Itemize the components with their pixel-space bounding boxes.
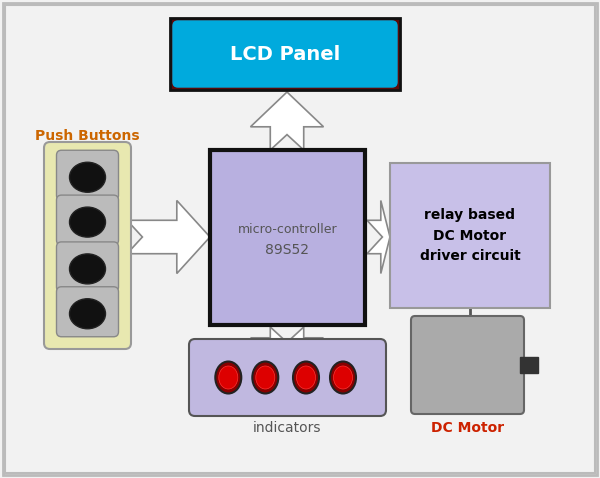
Polygon shape: [250, 92, 323, 150]
FancyBboxPatch shape: [56, 150, 119, 200]
Text: DC Motor: DC Motor: [431, 421, 504, 435]
Ellipse shape: [334, 366, 353, 389]
Ellipse shape: [70, 299, 106, 329]
Ellipse shape: [256, 366, 275, 389]
Ellipse shape: [219, 366, 238, 389]
Polygon shape: [250, 327, 323, 345]
Text: indicators: indicators: [253, 421, 322, 435]
FancyBboxPatch shape: [411, 316, 524, 414]
FancyBboxPatch shape: [173, 21, 397, 87]
FancyBboxPatch shape: [189, 339, 386, 416]
Ellipse shape: [70, 207, 106, 237]
Ellipse shape: [296, 366, 316, 389]
FancyBboxPatch shape: [44, 142, 131, 349]
Polygon shape: [127, 200, 210, 273]
Ellipse shape: [215, 361, 241, 393]
FancyBboxPatch shape: [56, 195, 119, 245]
FancyBboxPatch shape: [56, 287, 119, 337]
Bar: [210, 150, 365, 325]
Text: LCD Panel: LCD Panel: [230, 44, 340, 64]
Bar: [520, 357, 538, 373]
Ellipse shape: [70, 254, 106, 284]
Ellipse shape: [70, 162, 106, 192]
Text: micro-controller: micro-controller: [238, 223, 337, 236]
Text: relay based
DC Motor
driver circuit: relay based DC Motor driver circuit: [419, 208, 520, 263]
FancyBboxPatch shape: [170, 18, 400, 90]
Text: Push Buttons: Push Buttons: [35, 129, 140, 143]
FancyBboxPatch shape: [56, 242, 119, 292]
Polygon shape: [367, 200, 390, 273]
Bar: [390, 163, 550, 308]
Ellipse shape: [293, 361, 319, 393]
Text: 89S52: 89S52: [265, 242, 310, 257]
Ellipse shape: [253, 361, 278, 393]
Ellipse shape: [330, 361, 356, 393]
